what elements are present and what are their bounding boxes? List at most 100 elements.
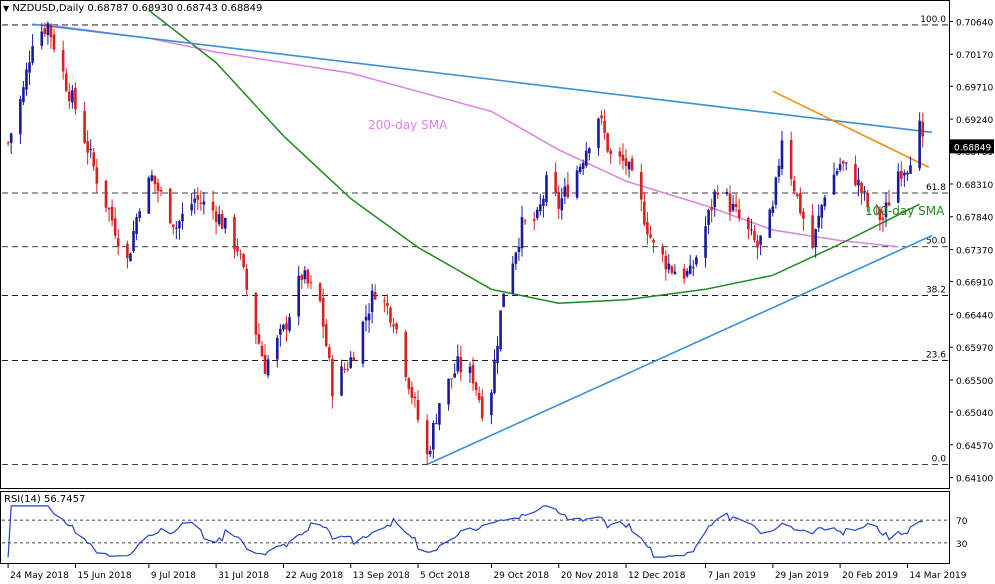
candle-body [878,209,882,220]
candle-body [560,198,564,211]
current-price-label: 0.68849 [954,143,991,153]
candle-body [906,172,909,175]
y-tick-label: 0.65970 [956,344,993,354]
rsi-title: RSI(14) 56.7457 [4,494,86,505]
candle-body [193,198,197,203]
rsi-header: RSI(14) 56.7457 [4,494,85,505]
candle-body [431,422,435,450]
candle-body [159,189,163,192]
candle-body [352,357,356,361]
candle-body [453,373,457,378]
main-pane-border [0,0,950,489]
candle-body [447,378,450,405]
candle-body [753,230,756,241]
candle-body [597,118,600,149]
candle-body [566,184,570,198]
fibonacci-levels: 100.0 61.8 50.0 38.2 23.6 0.0 [2,15,948,465]
trendline-support [426,234,933,466]
candle-body [181,213,184,222]
candle-body [854,164,857,186]
candle-body [288,317,291,331]
candle-body [126,243,129,259]
candle-body [410,387,414,398]
candle-body [673,271,677,275]
candle-body [884,202,888,218]
candle-body [557,192,561,209]
candle-body [64,73,68,92]
candle-body [22,87,25,103]
candle-body [646,222,649,235]
candle-body [407,378,411,390]
x-tick-label: 14 Mar 2019 [909,571,966,581]
chart-header: ▼ NZDUSD,Daily 0.68787 0.68930 0.68743 0… [3,3,262,14]
candle-body [223,217,227,229]
candle-body [83,111,86,143]
x-tick-label: 13 Sep 2018 [353,571,410,581]
candle-body [575,170,579,198]
sma100-line [148,9,920,304]
candle-body [563,186,567,197]
candle-body [456,356,460,372]
candle-body [606,133,609,152]
candle-body [383,300,386,302]
candle-body [759,235,762,245]
candle-body [747,217,750,230]
candle-body [554,171,557,194]
candle-body [196,195,200,200]
candle-body [860,182,863,194]
candle-body [578,166,582,173]
sma200-line [47,24,899,248]
candle-body [349,357,353,368]
candle-body [728,193,732,213]
candle-body [67,91,71,102]
candle-body [309,281,313,283]
candle-body [511,263,515,294]
candle-body [725,192,729,195]
candle-body [814,229,817,247]
candle-body [217,214,221,225]
candle-body [104,180,108,208]
candle-body [266,359,270,376]
candle-body [331,358,334,397]
candle-body [343,368,346,370]
candle-body [395,323,398,330]
candle-body [688,265,692,274]
candle-body [802,211,805,219]
candle-body [777,165,781,177]
candle-body [46,23,50,36]
candle-body [756,240,759,248]
candle-body [771,206,775,213]
candle-body [517,246,521,253]
fib-label: 100.0 [920,15,946,25]
candle-body [285,323,288,330]
candle-body [866,192,869,207]
candle-body [202,201,206,205]
candle-body [909,165,912,174]
candle-body [584,150,588,166]
candle-body [116,238,120,247]
moving-averages [47,9,920,304]
candle-body [113,218,117,236]
candle-body [609,150,613,154]
dropdown-arrow-icon[interactable]: ▼ [3,4,10,13]
symbol-label: NZDUSD,Daily [12,3,85,14]
candle-body [704,226,707,258]
candle-body [499,310,502,350]
fib-label: 61.8 [926,183,946,193]
candle-body [40,31,44,46]
candle-body [835,171,839,175]
candle-body [367,313,371,321]
candle-body [19,99,22,135]
candle-body [95,167,99,184]
candle-body [282,324,285,330]
candle-body [386,303,389,306]
candle-body [887,202,891,206]
candle-body [921,121,925,137]
trendline-short-term-resistance [772,90,930,168]
candle-body [89,148,93,151]
candle-body [129,253,132,262]
x-tick-label: 12 Dec 2018 [628,571,686,581]
candle-body [303,270,307,280]
candle-body [685,270,689,277]
